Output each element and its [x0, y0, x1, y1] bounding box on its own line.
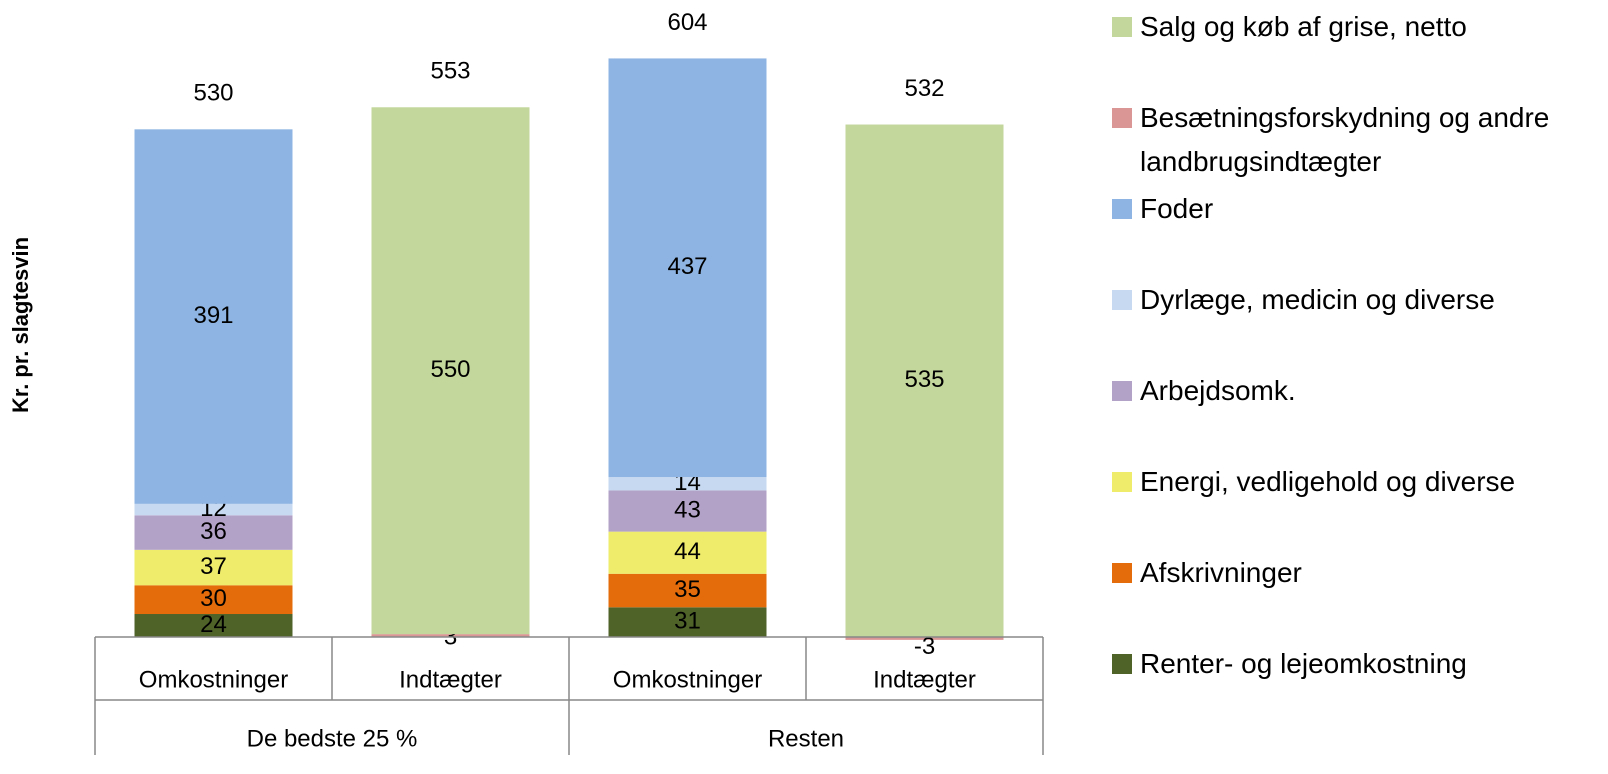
data-label: 24	[200, 611, 227, 638]
data-label: -3	[914, 633, 935, 660]
bar-segment	[608, 531, 767, 574]
legend-label: Arbejdsomk.	[1140, 375, 1296, 406]
legend-label: Besætningsforskydning og andre landbrugs…	[1140, 102, 1550, 177]
bar-segment	[608, 477, 767, 491]
legend-item: Renter- og lejeomkostning	[1112, 642, 1582, 686]
legend-label: Energi, vedligehold og diverse	[1140, 466, 1516, 497]
total-label: 604	[667, 9, 707, 36]
legend-label: Salg og køb af grise, netto	[1140, 11, 1467, 42]
bar-segment	[608, 607, 767, 637]
bar-segment	[608, 58, 767, 478]
bar-segment	[134, 515, 293, 550]
total-label: 553	[430, 58, 470, 85]
legend-item: Energi, vedligehold og diverse	[1112, 460, 1582, 504]
data-label: 30	[200, 585, 227, 612]
legend-swatch	[1112, 654, 1132, 674]
legend-label: Dyrlæge, medicin og diverse	[1140, 284, 1495, 315]
bar-segment	[134, 585, 293, 615]
data-label: 391	[193, 302, 233, 329]
group-label: De bedste 25 %	[247, 725, 418, 752]
legend-item: Arbejdsomk.	[1112, 369, 1582, 413]
bar-segment	[845, 124, 1004, 638]
bar-segment	[608, 573, 767, 608]
x-tick-label: Omkostninger	[613, 666, 762, 693]
legend-swatch	[1112, 563, 1132, 583]
data-label: 44	[674, 538, 701, 565]
legend-label: Foder	[1140, 193, 1214, 224]
legend-item: Foder	[1112, 187, 1582, 231]
data-label: 535	[904, 366, 944, 393]
legend-item: Salg og køb af grise, netto	[1112, 5, 1582, 49]
total-label: 530	[193, 80, 233, 107]
legend-label: Afskrivninger	[1140, 557, 1302, 588]
data-label: 37	[200, 553, 227, 580]
y-axis-title: Kr. pr. slagtesvin	[8, 237, 33, 413]
total-label: 532	[904, 75, 944, 102]
legend-swatch	[1112, 108, 1132, 128]
data-label: 437	[667, 253, 707, 280]
group-label: Resten	[768, 725, 844, 752]
x-tick-label: Indtægter	[399, 666, 502, 693]
data-label: 43	[674, 496, 701, 523]
data-label: 36	[200, 518, 227, 545]
bar-segment	[134, 614, 293, 637]
legend-swatch	[1112, 17, 1132, 37]
legend-label: Renter- og lejeomkostning	[1140, 648, 1467, 679]
bar-segment	[134, 129, 293, 504]
x-tick-label: Indtægter	[873, 666, 976, 693]
bar-segment	[371, 107, 530, 635]
x-tick-label: Omkostninger	[139, 666, 288, 693]
legend-swatch	[1112, 381, 1132, 401]
legend-item: Besætningsforskydning og andre landbrugs…	[1112, 96, 1582, 184]
legend-swatch	[1112, 472, 1132, 492]
legend-swatch	[1112, 199, 1132, 219]
data-label: 550	[430, 356, 470, 383]
bar-segment	[134, 503, 293, 516]
data-label: 35	[674, 576, 701, 603]
bar-segment	[608, 490, 767, 532]
data-label: 31	[674, 607, 701, 634]
bar-segment	[134, 549, 293, 586]
bar-segment	[371, 634, 530, 637]
legend-item: Dyrlæge, medicin og diverse	[1112, 278, 1582, 322]
legend-item: Afskrivninger	[1112, 551, 1582, 595]
bar-segment	[845, 637, 1004, 640]
legend-swatch	[1112, 290, 1132, 310]
